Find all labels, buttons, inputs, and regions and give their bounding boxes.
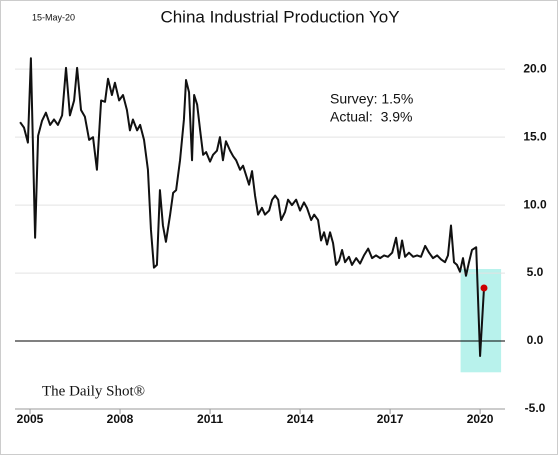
highlight-region [460,268,502,373]
annotation: Survey: 1.5% [330,91,413,107]
source: The Daily Shot® [42,383,145,399]
y-tick-label: -5.0 [525,401,546,415]
last-point [480,284,488,292]
y-tick-label: 15.0 [523,129,547,143]
series-line [19,57,485,357]
y-tick-label: 20.0 [523,61,547,75]
y-tick-label: 5.0 [527,265,544,279]
x-tick-label: 2008 [107,412,134,426]
x-tick-label: 2011 [197,412,223,426]
y-tick-label: 10.0 [523,197,547,211]
x-tick-label: 2005 [17,412,44,426]
x-tick-label: 2014 [287,412,314,426]
x-tick-label: 2020 [467,412,494,426]
x-tick-label: 2017 [377,412,404,426]
date: 15-May-20 [32,12,75,22]
annotation: Actual: 3.9% [330,109,413,125]
y-tick-label: 0.0 [527,333,544,347]
chart-title: China Industrial Production YoY [160,7,399,26]
